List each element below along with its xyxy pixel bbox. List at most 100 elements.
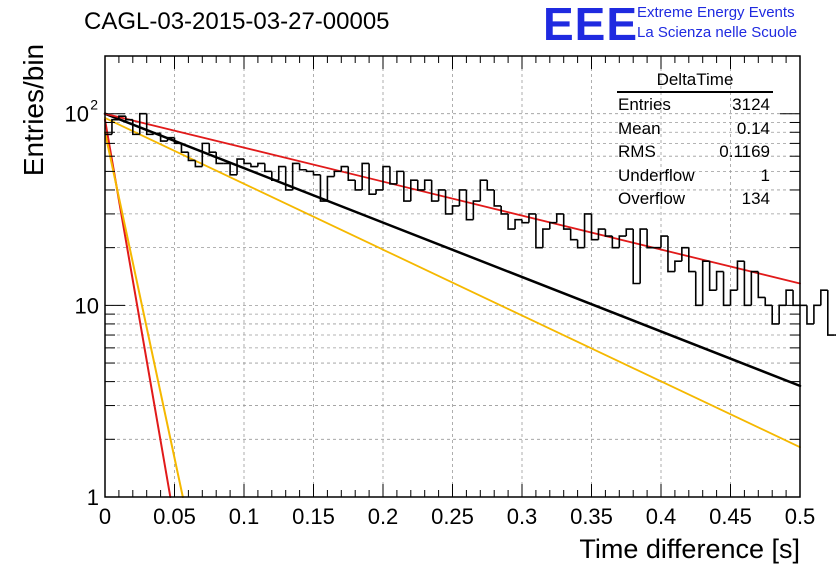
histogram-bin [757, 271, 766, 299]
tick-labels: 0 0.05 0.1 0.15 0.2 0.25 0.3 0.35 0.4 0.45 0.5 1 10 1… [65, 97, 816, 529]
eee-logo: EEE [543, 0, 639, 50]
fit-curves [103, 112, 802, 498]
histogram-bin [569, 229, 578, 241]
histogram-bin [493, 189, 502, 207]
histogram-bin [507, 213, 516, 230]
fit-curve [104, 131, 184, 498]
histogram-bin [410, 179, 418, 202]
x-tick-label: 0.5 [785, 504, 816, 529]
x-tick-label: 0.2 [368, 504, 399, 529]
fit-curve [103, 112, 802, 388]
histogram-bin [451, 205, 460, 214]
histogram-bin [750, 270, 759, 306]
histogram-bin [667, 236, 675, 273]
histogram-bin [549, 221, 557, 230]
stats-label: RMS [618, 142, 656, 161]
stats-box-name: DeltaTime [617, 70, 773, 93]
histogram-bin [354, 180, 363, 191]
histogram-bin [729, 289, 738, 306]
stats-label: Entries [618, 95, 671, 114]
histogram-bin [382, 165, 390, 190]
histogram-bin [201, 142, 210, 167]
histogram-bin [715, 270, 724, 291]
histogram-bin [618, 235, 627, 248]
stats-box: DeltaTime Entries 3124 Mean 0.14 RMS 0.1… [611, 70, 779, 211]
stats-value: 3124 [732, 95, 770, 114]
histogram-bin [187, 152, 196, 162]
histogram-bin [701, 260, 710, 306]
histogram-bin [403, 171, 411, 202]
histogram-bin [694, 271, 703, 307]
histogram-bin [681, 246, 689, 262]
histogram-bin [118, 115, 126, 120]
histogram-bin [827, 290, 835, 336]
histogram-bin [284, 166, 293, 191]
histogram-bin [771, 305, 780, 325]
x-tick-label: 0.4 [646, 504, 677, 529]
stats-row-underflow: Underflow 1 [611, 164, 779, 188]
histogram-bin [389, 166, 397, 185]
histogram-bin [229, 163, 238, 176]
histogram-bin [416, 180, 425, 191]
histogram-bin [604, 229, 613, 237]
histogram-bin [576, 239, 585, 249]
x-axis-label: Time difference [s] [579, 534, 800, 564]
stats-row-overflow: Overflow 134 [611, 187, 779, 211]
histogram-bin [444, 189, 453, 215]
stats-label: Underflow [618, 165, 695, 185]
histogram-bin [264, 163, 272, 173]
histogram-bin [145, 113, 154, 136]
stats-label: Mean [618, 118, 661, 138]
histogram-bin [437, 189, 446, 202]
stats-row-entries: Entries 3124 [611, 93, 779, 117]
histogram-bin [535, 213, 543, 249]
histogram-bin [785, 289, 794, 306]
y-tick-exponent: 2 [90, 97, 98, 113]
histogram-bin [479, 179, 488, 202]
histogram-bin [562, 213, 571, 230]
fit-curve [104, 112, 801, 285]
grid-lines [105, 56, 800, 497]
stats-value: 134 [741, 189, 770, 208]
histogram-bin [257, 162, 265, 167]
histogram-bin [271, 171, 279, 181]
histogram-bin [465, 189, 474, 221]
histogram-bin [152, 132, 161, 135]
histogram-bin [430, 180, 439, 202]
stats-value: 1 [760, 165, 770, 185]
histogram-bin [236, 158, 244, 175]
stats-value: 0.1169 [719, 142, 770, 161]
y-tick-label: 1 [87, 485, 99, 510]
histogram-bin [326, 175, 335, 202]
histogram-bin [277, 165, 286, 181]
histogram-bin [743, 261, 752, 307]
y-tick-label: 10 [75, 293, 99, 318]
histogram-bin [159, 133, 168, 142]
histogram-bin [639, 228, 648, 284]
histogram-bin [792, 290, 800, 307]
x-tick-label: 0.45 [709, 504, 752, 529]
histogram-bin [291, 162, 300, 190]
histogram-bin [521, 219, 529, 224]
histogram-bin [674, 260, 682, 272]
histogram-bin [528, 213, 536, 223]
histogram-bin [597, 228, 606, 240]
histogram-bin [632, 229, 641, 285]
histogram-bin [215, 152, 224, 165]
stats-label: Overflow [618, 189, 686, 208]
histogram-bin [298, 163, 307, 171]
histogram-bin [590, 213, 599, 241]
x-tick-label: 0.05 [153, 504, 196, 529]
histogram-bin [736, 260, 745, 291]
histogram-bin [180, 143, 189, 153]
histogram-bin [347, 166, 356, 181]
x-tick-label: 0.35 [570, 504, 613, 529]
histogram-bin [375, 189, 383, 195]
histogram-bin [500, 205, 509, 215]
logo-subtitle-line2: La Scienza nelle Scuole [637, 24, 798, 41]
histogram-bin [305, 169, 314, 173]
histogram-bin [319, 174, 328, 202]
chart-title: CAGL-03-2015-03-27-00005 [84, 8, 390, 35]
x-tick-label: 0.15 [292, 504, 335, 529]
